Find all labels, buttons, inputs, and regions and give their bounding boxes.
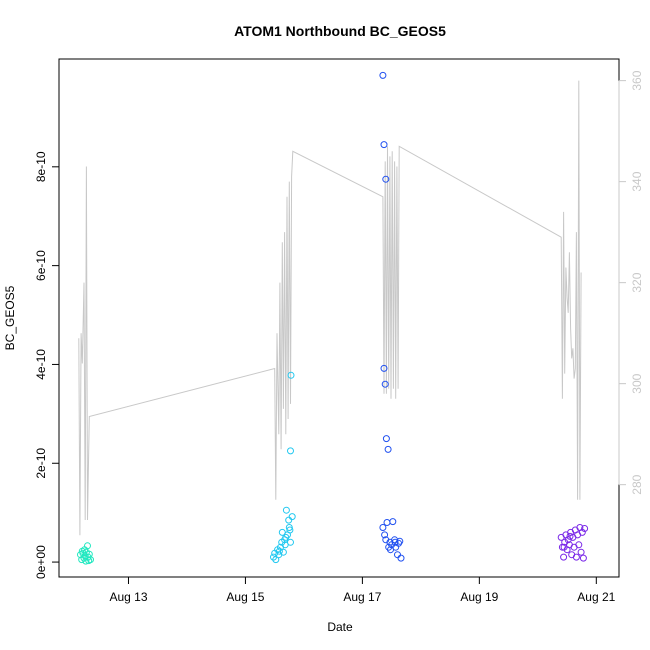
y-tick-label: 8e-10 <box>34 151 48 182</box>
y-tick-label: 6e-10 <box>34 250 48 281</box>
y2-tick-label: 280 <box>630 474 644 494</box>
data-point <box>272 556 280 564</box>
x-tick-label: Aug 15 <box>226 590 264 604</box>
x-tick-label: Aug 13 <box>109 590 147 604</box>
y-tick-label: 0e+00 <box>34 545 48 579</box>
chart-title: ATOM1 Northbound BC_GEOS5 <box>234 23 446 39</box>
x-tick-label: Aug 19 <box>460 590 498 604</box>
data-point <box>287 371 295 379</box>
y-axis-label: BC_GEOS5 <box>3 285 17 350</box>
data-point <box>84 542 91 550</box>
y2-tick-label: 360 <box>630 70 644 90</box>
data-point <box>397 554 405 562</box>
data-point <box>381 380 389 388</box>
data-point <box>285 516 293 524</box>
data-point <box>389 518 397 526</box>
data-point <box>577 548 585 556</box>
data-point <box>560 543 568 551</box>
data-point <box>379 71 387 79</box>
y-tick-label: 2e-10 <box>34 448 48 479</box>
plot-box <box>58 58 620 578</box>
data-point <box>282 533 290 541</box>
data-point <box>581 525 589 532</box>
data-point <box>380 364 388 372</box>
y2-tick-label: 320 <box>630 272 644 292</box>
y-axis: 0e+00 2e-10 4e-10 6e-10 8e-10 <box>34 151 59 579</box>
data-point <box>82 557 90 565</box>
x-tick-label: Aug 17 <box>343 590 381 604</box>
data-point <box>282 506 290 514</box>
data-point <box>382 175 390 183</box>
data-point <box>387 546 394 554</box>
data-point <box>287 447 294 455</box>
data-point <box>394 551 401 559</box>
data-point <box>578 528 586 536</box>
y2-axis: 280 300 320 340 360 <box>618 70 644 495</box>
data-point <box>81 552 89 560</box>
background-line-layer <box>78 80 582 536</box>
data-point <box>380 141 388 149</box>
x-axis-label: Date <box>327 620 353 634</box>
data-point <box>572 553 580 561</box>
y-tick-label: 4e-10 <box>34 349 48 380</box>
data-point <box>383 519 391 526</box>
data-point <box>87 556 94 564</box>
data-point <box>575 541 583 549</box>
data-point <box>287 538 294 546</box>
data-point <box>579 554 587 562</box>
series-line <box>78 80 582 536</box>
data-point <box>275 547 283 555</box>
x-axis: Aug 13 Aug 15 Aug 17 Aug 19 Aug 21 <box>109 577 616 604</box>
data-point <box>288 513 296 521</box>
data-point <box>279 548 287 556</box>
data-point <box>286 526 294 534</box>
data-point <box>379 524 387 531</box>
data-point <box>384 445 392 453</box>
data-point <box>382 435 390 443</box>
scatter-points-layer <box>77 71 589 565</box>
x-tick-label: Aug 21 <box>577 590 615 604</box>
y2-tick-label: 340 <box>630 171 644 191</box>
data-point <box>396 537 404 545</box>
data-point <box>381 531 389 539</box>
y2-tick-label: 300 <box>630 373 644 393</box>
data-point <box>560 553 568 561</box>
data-point <box>566 532 574 540</box>
data-point <box>391 538 399 546</box>
